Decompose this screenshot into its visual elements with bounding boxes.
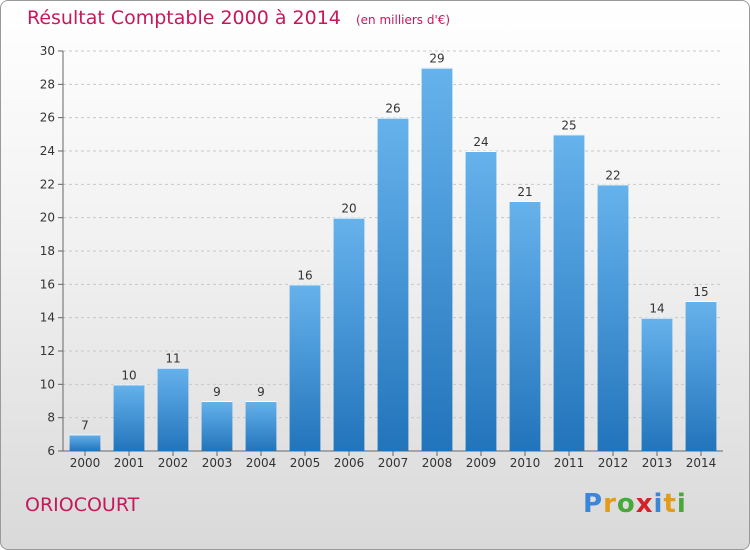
data-label: 10 [121, 368, 136, 382]
x-tick-label: 2008 [422, 456, 453, 470]
bar [553, 134, 585, 452]
data-label: 21 [517, 185, 532, 199]
y-tick-label: 14 [40, 311, 55, 325]
x-tick-label: 2007 [378, 456, 409, 470]
data-label: 25 [561, 118, 576, 132]
logo-letter: P [583, 489, 604, 519]
chart-title-main: Résultat Comptable 2000 à 2014 [27, 7, 341, 29]
y-tick-label: 26 [40, 111, 55, 125]
bar [333, 217, 365, 451]
bar [641, 317, 673, 451]
logo-letter: t [663, 489, 677, 519]
x-tick-label: 2011 [554, 456, 585, 470]
y-tick-label: 24 [40, 144, 55, 158]
commune-name: ORIOCOURT [25, 494, 140, 516]
bar [421, 67, 453, 452]
y-tick-label: 8 [47, 411, 55, 425]
x-tick-label: 2000 [70, 456, 101, 470]
data-label: 15 [693, 285, 708, 299]
bar [509, 201, 541, 451]
bar [113, 384, 145, 451]
data-label: 16 [297, 268, 312, 282]
logo-letter: i [653, 489, 664, 519]
bar [597, 184, 629, 452]
x-tick-label: 2006 [334, 456, 365, 470]
logo-letter: o [616, 489, 636, 519]
data-label: 11 [165, 352, 180, 366]
chart-title: Résultat Comptable 2000 à 2014 (en milli… [27, 7, 450, 29]
x-tick-label: 2013 [642, 456, 673, 470]
bar [685, 301, 717, 451]
logo-letter: i [676, 489, 687, 519]
data-label: 26 [385, 102, 400, 116]
data-label: 9 [213, 385, 221, 399]
x-tick-label: 2002 [158, 456, 189, 470]
proxiti-logo: Proxiti [583, 489, 687, 519]
y-tick-label: 16 [40, 277, 55, 291]
bar [245, 401, 277, 451]
y-tick-label: 22 [40, 177, 55, 191]
chart-title-unit: (en milliers d'€) [355, 13, 451, 27]
y-tick-label: 28 [40, 77, 55, 91]
x-tick-label: 2010 [510, 456, 541, 470]
y-tick-label: 6 [47, 444, 55, 458]
bar [69, 434, 101, 451]
bar [465, 151, 497, 451]
x-tick-label: 2003 [202, 456, 233, 470]
data-label: 20 [341, 202, 356, 216]
bar [157, 367, 189, 451]
y-tick-label: 20 [40, 211, 55, 225]
y-tick-label: 10 [40, 377, 55, 391]
x-tick-label: 2012 [598, 456, 629, 470]
y-tick-label: 18 [40, 244, 55, 258]
data-label: 7 [81, 418, 89, 432]
y-tick-label: 30 [40, 44, 55, 58]
bar [289, 284, 321, 451]
x-tick-label: 2001 [114, 456, 145, 470]
data-label: 22 [605, 168, 620, 182]
x-tick-label: 2004 [246, 456, 277, 470]
data-label: 29 [429, 52, 444, 66]
logo-letter: r [603, 489, 617, 519]
logo-letter: x [635, 489, 654, 519]
bar [377, 117, 409, 452]
x-tick-label: 2014 [686, 456, 717, 470]
x-tick-label: 2005 [290, 456, 321, 470]
x-tick-label: 2009 [466, 456, 497, 470]
data-label: 9 [257, 385, 265, 399]
bar [201, 401, 233, 451]
data-label: 14 [649, 302, 664, 316]
y-tick-label: 12 [40, 344, 55, 358]
data-label: 24 [473, 135, 488, 149]
